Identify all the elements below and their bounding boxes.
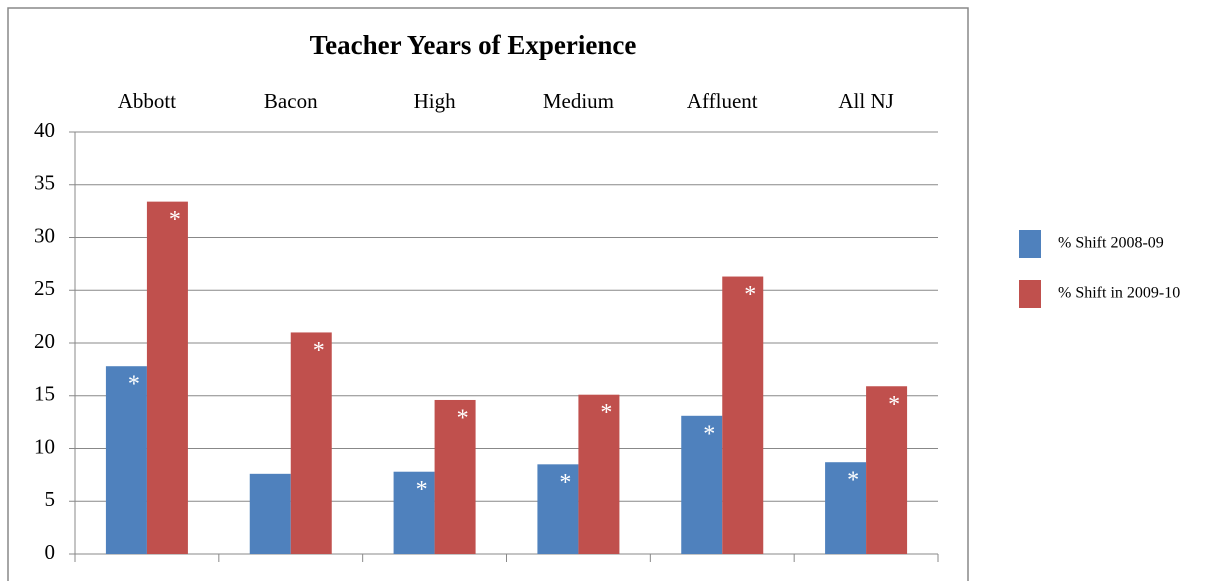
bar-annotation: * [744, 282, 756, 308]
bar-annotation: * [600, 400, 612, 426]
bar-annotation: * [169, 207, 181, 233]
y-tick-label: 15 [34, 382, 55, 406]
bar-annotation: * [457, 405, 469, 431]
legend-label: % Shift 2008-09 [1058, 235, 1164, 252]
y-tick-label: 25 [34, 276, 55, 300]
chart-frame [7, 7, 969, 581]
x-tick-label: Medium [543, 89, 614, 113]
legend-swatch [1019, 230, 1041, 258]
bar [105, 366, 147, 554]
bar-annotation: * [416, 477, 428, 503]
bar [249, 473, 291, 554]
bar [290, 332, 332, 554]
bar [393, 471, 435, 554]
y-tick-label: 10 [34, 434, 55, 458]
y-tick-label: 40 [34, 118, 55, 142]
bar [825, 462, 867, 554]
bar [434, 399, 476, 554]
x-tick-label: Affluent [687, 89, 758, 113]
x-tick-label: Abbott [118, 89, 177, 113]
bar [722, 276, 764, 554]
bar [681, 415, 723, 554]
bar-annotation: * [128, 372, 140, 398]
x-tick-label: Bacon [264, 89, 318, 113]
x-tick-label: High [414, 89, 457, 113]
bar-annotation: * [703, 421, 715, 447]
bar-annotation: * [847, 468, 859, 494]
y-tick-label: 30 [34, 223, 55, 247]
chart-title: Teacher Years of Experience [310, 30, 637, 60]
bar [146, 201, 188, 554]
y-tick-label: 35 [34, 171, 55, 195]
bar [866, 386, 908, 554]
y-tick-label: 0 [45, 540, 56, 564]
y-tick-label: 5 [45, 487, 56, 511]
x-tick-label: All NJ [838, 89, 893, 113]
legend-label: % Shift in 2009-10 [1058, 285, 1180, 302]
legend-swatch [1019, 280, 1041, 308]
bar-annotation: * [888, 392, 900, 418]
bar-annotation: * [313, 338, 325, 364]
bar-annotation: * [559, 470, 571, 496]
y-tick-label: 20 [34, 329, 55, 353]
bar [578, 394, 620, 554]
bar [537, 464, 579, 554]
